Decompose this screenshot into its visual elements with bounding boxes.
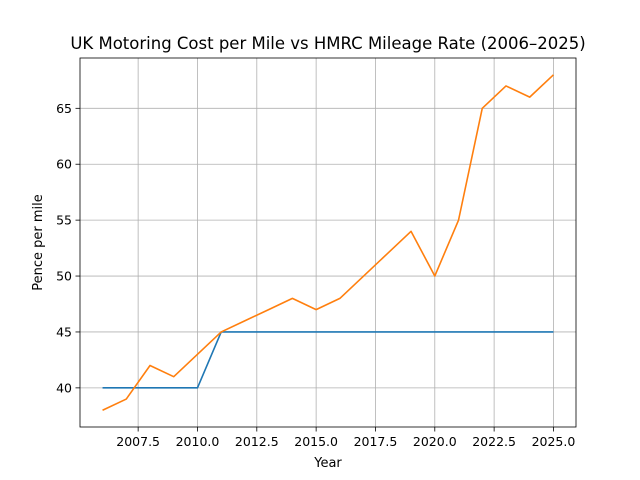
y-tick-label: 50	[56, 269, 72, 284]
y-axis-label: Pence per mile	[31, 194, 46, 291]
y-tick-label: 40	[56, 380, 72, 395]
plot-area	[80, 58, 576, 427]
x-tick-label: 2010.0	[176, 434, 220, 449]
plot-frame	[79, 57, 577, 428]
y-tick-label: 45	[56, 324, 72, 339]
x-tick-label: 2012.5	[235, 434, 279, 449]
x-tick-label: 2017.5	[354, 434, 398, 449]
x-axis-label: Year	[313, 456, 342, 471]
series-line-1	[102, 331, 554, 389]
y-tick-label: 60	[56, 157, 72, 172]
y-tick-label: 55	[56, 213, 72, 228]
y-tick-label: 65	[56, 101, 72, 116]
x-tick-label: 2025.0	[532, 434, 576, 449]
x-axis: 2007.5 2010.0 2012.5 2015.0 2017.5 2020.0 2022…	[116, 427, 575, 449]
x-tick-label: 2020.0	[413, 434, 457, 449]
chart-title: UK Motoring Cost per Mile vs HMRC Mileag…	[70, 34, 585, 53]
x-tick-label: 2015.0	[294, 434, 338, 449]
y-axis: 40 45 50 55 60 65	[56, 101, 80, 395]
series-line-2	[102, 74, 554, 411]
x-tick-label: 2007.5	[116, 434, 160, 449]
series-layer	[102, 74, 554, 411]
x-tick-label: 2022.5	[472, 434, 516, 449]
